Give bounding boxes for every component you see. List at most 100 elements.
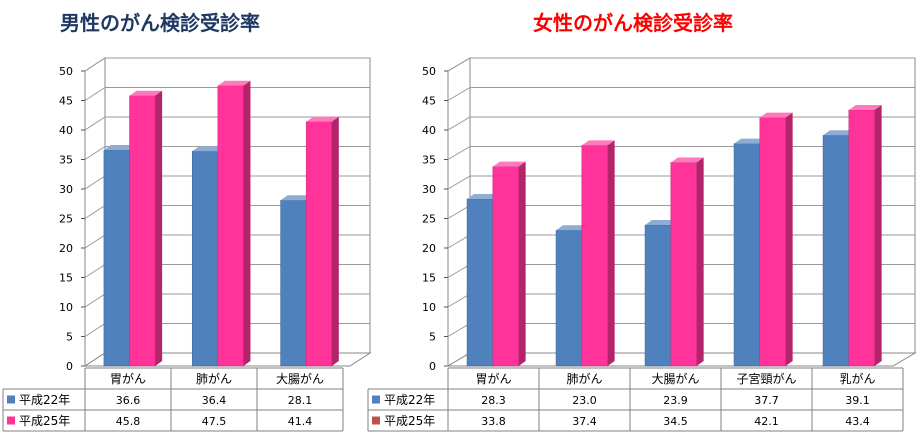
bar-top bbox=[581, 140, 615, 146]
bar-side bbox=[155, 90, 163, 366]
category-label: 肺がん bbox=[566, 371, 602, 386]
gridline bbox=[447, 87, 915, 101]
bar-side bbox=[785, 112, 793, 366]
data-value: 23.9 bbox=[663, 394, 688, 407]
category-label: 乳がん bbox=[839, 371, 875, 386]
bar-side bbox=[874, 104, 882, 366]
bar-top bbox=[848, 104, 882, 110]
category-label: 大腸がん bbox=[276, 371, 324, 386]
data-value: 37.4 bbox=[572, 415, 597, 428]
bar-front bbox=[280, 199, 307, 367]
data-value: 28.1 bbox=[288, 394, 313, 407]
y-tick-label: 5 bbox=[66, 331, 73, 344]
y-tick-label: 30 bbox=[59, 183, 73, 196]
bar-front bbox=[103, 149, 130, 367]
bar-front bbox=[581, 145, 608, 367]
y-tick-label: 45 bbox=[422, 95, 436, 108]
bar-front bbox=[466, 198, 494, 367]
bar-top bbox=[280, 195, 314, 201]
bar-top bbox=[129, 90, 163, 96]
series-name: 平成22年 bbox=[19, 393, 70, 407]
bar-side bbox=[607, 140, 615, 366]
bar-top bbox=[823, 130, 856, 136]
y-tick-label: 50 bbox=[59, 65, 73, 78]
bar-front bbox=[305, 121, 333, 367]
data-value: 23.0 bbox=[572, 394, 597, 407]
male-chart-title: 男性のがん検診受診率 bbox=[60, 11, 260, 35]
bar-front bbox=[759, 117, 786, 367]
data-value: 33.8 bbox=[481, 415, 506, 428]
category-label: 胃がん bbox=[475, 371, 511, 386]
gridline bbox=[84, 87, 370, 101]
data-value: 47.5 bbox=[202, 415, 227, 428]
y-tick-label: 40 bbox=[59, 124, 73, 137]
series-name: 平成22年 bbox=[384, 393, 435, 407]
category-label: 大腸がん bbox=[651, 371, 699, 386]
y-tick-label: 0 bbox=[429, 360, 436, 373]
gridline bbox=[84, 116, 370, 131]
y-tick-label: 35 bbox=[422, 154, 436, 167]
bar-front bbox=[555, 230, 583, 367]
bar-front bbox=[733, 143, 761, 367]
bar-front bbox=[492, 166, 519, 367]
bar-side bbox=[243, 80, 251, 366]
data-value: 36.4 bbox=[202, 394, 227, 407]
y-tick-label: 40 bbox=[422, 124, 436, 137]
bar-front bbox=[822, 135, 850, 367]
bar-top bbox=[217, 80, 251, 86]
bar-top bbox=[492, 161, 526, 167]
bar-top bbox=[556, 225, 589, 231]
y-tick-label: 5 bbox=[429, 331, 436, 344]
data-value: 45.8 bbox=[116, 415, 141, 428]
y-tick-label: 0 bbox=[66, 360, 73, 373]
legend-key bbox=[7, 416, 15, 425]
bar-side bbox=[518, 161, 526, 366]
gridline bbox=[84, 146, 370, 160]
y-tick-label: 45 bbox=[59, 95, 73, 108]
bar-side bbox=[696, 157, 704, 366]
bar-front bbox=[217, 85, 244, 367]
y-tick-label: 25 bbox=[59, 213, 73, 226]
bar-front bbox=[670, 162, 697, 367]
data-value: 28.3 bbox=[481, 394, 506, 407]
female-chart-title: 女性のがん検診受診率 bbox=[533, 11, 733, 35]
y-tick-label: 10 bbox=[59, 301, 73, 314]
bar-top bbox=[192, 146, 225, 152]
data-value: 39.1 bbox=[845, 394, 870, 407]
legend-key bbox=[7, 395, 15, 404]
y-tick-label: 15 bbox=[59, 272, 73, 285]
data-value: 36.6 bbox=[116, 394, 141, 407]
series-name: 平成25年 bbox=[384, 414, 435, 428]
category-label: 肺がん bbox=[196, 371, 232, 386]
y-tick-label: 25 bbox=[422, 213, 436, 226]
y-tick-label: 15 bbox=[422, 272, 436, 285]
data-value: 42.1 bbox=[754, 415, 779, 428]
y-tick-label: 30 bbox=[422, 183, 436, 196]
bar-top bbox=[306, 116, 339, 122]
bar-front bbox=[644, 224, 672, 367]
y-tick-label: 50 bbox=[422, 65, 436, 78]
bar-top bbox=[467, 194, 500, 200]
data-value: 34.5 bbox=[663, 415, 688, 428]
bar-top bbox=[103, 145, 137, 151]
category-label: 子宮頸がん bbox=[736, 371, 796, 386]
bar-front bbox=[848, 109, 875, 367]
data-value: 43.4 bbox=[845, 415, 870, 428]
bar-front bbox=[129, 95, 156, 367]
legend-key bbox=[372, 416, 380, 425]
series-name: 平成25年 bbox=[19, 414, 70, 428]
y-tick-label: 20 bbox=[59, 242, 73, 255]
bar-front bbox=[191, 150, 219, 367]
bar-side bbox=[331, 116, 339, 367]
data-value: 41.4 bbox=[288, 415, 313, 428]
female-chart: 0 5 10 15 20 25 30 35 40 45 50 胃がん 肺がん 大腸がん 子宮頸がん 乳がん平成… bbox=[367, 57, 917, 432]
bar-top bbox=[734, 138, 767, 144]
bar-top bbox=[645, 219, 678, 225]
bar-top bbox=[670, 157, 704, 163]
y-tick-label: 35 bbox=[59, 154, 73, 167]
gridline bbox=[447, 57, 915, 72]
data-value: 37.7 bbox=[754, 394, 779, 407]
legend-key bbox=[372, 395, 380, 404]
